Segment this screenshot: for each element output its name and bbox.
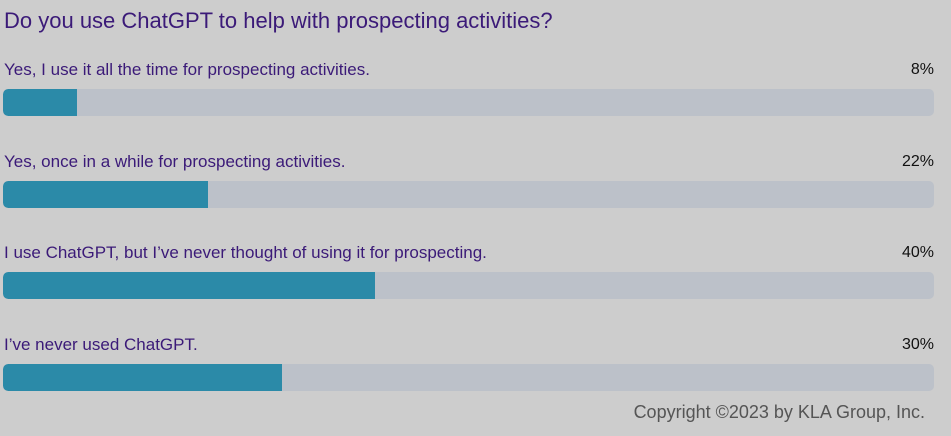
bar-fill <box>3 89 78 116</box>
poll-option: Yes, once in a while for prospecting act… <box>3 150 934 242</box>
poll-option: I’ve never used ChatGPT. 30% <box>3 333 934 425</box>
bar-fill <box>3 363 283 391</box>
option-label: I’ve never used ChatGPT. <box>4 334 198 354</box>
bar-track <box>3 272 934 299</box>
option-percentage: 22% <box>901 152 934 170</box>
bar-fill <box>3 180 208 208</box>
option-percentage: 30% <box>901 335 934 353</box>
option-label: I use ChatGPT, but I’ve never thought of… <box>4 243 487 262</box>
poll-option: Yes, I use it all the time for prospecti… <box>3 58 934 150</box>
poll-results: Yes, I use it all the time for prospecti… <box>3 58 934 424</box>
option-percentage: 8% <box>910 61 934 78</box>
option-label: Yes, once in a while for prospecting act… <box>4 151 346 171</box>
bar-track <box>3 363 934 391</box>
chart-title: Do you use ChatGPT to help with prospect… <box>4 8 553 33</box>
option-percentage: 40% <box>901 244 934 261</box>
bar-track <box>3 180 934 208</box>
bar-fill <box>3 272 376 299</box>
bar-track <box>3 89 934 116</box>
copyright-notice: Copyright ©2023 by KLA Group, Inc. <box>633 402 925 422</box>
option-label: Yes, I use it all the time for prospecti… <box>4 60 370 79</box>
poll-option: I use ChatGPT, but I’ve never thought of… <box>3 241 934 333</box>
